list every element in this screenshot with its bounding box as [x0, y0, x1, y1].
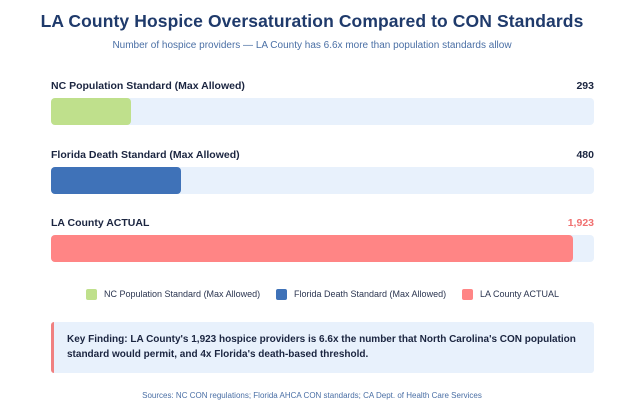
bar-label-nc: NC Population Standard (Max Allowed) — [51, 80, 245, 92]
chart-subtitle: Number of hospice providers — LA County … — [112, 40, 512, 51]
legend-swatch-la — [462, 288, 473, 300]
legend-label-la: LA County ACTUAL — [480, 289, 560, 299]
legend-swatch-nc — [86, 288, 97, 300]
legend-label-nc: NC Population Standard (Max Allowed) — [104, 289, 261, 299]
chart-title: LA County Hospice Oversaturation Compare… — [40, 11, 584, 31]
legend: NC Population Standard (Max Allowed) Flo… — [0, 287, 624, 301]
legend-swatch-florida — [276, 288, 287, 300]
legend-item-la: LA County ACTUAL — [462, 287, 559, 301]
legend-label-florida: Florida Death Standard (Max Allowed) — [294, 289, 447, 299]
bar-la — [51, 235, 573, 262]
bar-track-florida — [51, 167, 594, 194]
bar-track-nc — [51, 98, 594, 125]
legend-item-nc: NC Population Standard (Max Allowed) — [86, 287, 260, 301]
bar-label-la: LA County ACTUAL — [51, 217, 150, 229]
legend-item-florida: Florida Death Standard (Max Allowed) — [276, 287, 446, 301]
key-finding-callout: Key Finding: LA County's 1,923 hospice p… — [51, 322, 594, 373]
bar-track-la — [51, 235, 594, 262]
bar-florida — [51, 167, 181, 194]
bar-label-florida: Florida Death Standard (Max Allowed) — [51, 149, 240, 161]
bar-value-nc: 293 — [576, 80, 594, 92]
bar-nc — [51, 98, 131, 125]
sources-note: Sources: NC CON regulations; Florida AHC… — [142, 391, 482, 400]
bar-value-florida: 480 — [576, 149, 594, 161]
bar-value-la: 1,923 — [567, 217, 594, 229]
